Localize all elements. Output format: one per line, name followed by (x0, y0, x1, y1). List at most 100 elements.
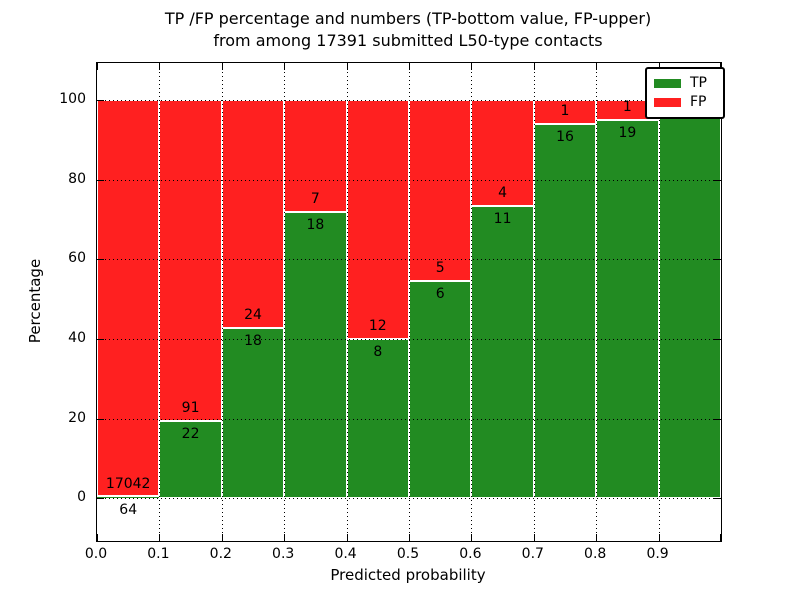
plot-area: 1704264912224187181285641111611922 TP FP (96, 62, 725, 542)
legend-entry-tp: TP (654, 74, 716, 93)
bar-label-fp: 91 (181, 399, 200, 416)
y-axis-label: Percentage (26, 258, 45, 344)
legend: TP FP (645, 67, 725, 119)
bar-label-tp: 18 (244, 332, 262, 349)
x-tick-bottom (409, 534, 410, 541)
y-axis-label-wrap: Percentage (24, 62, 46, 540)
bar-fp-segment (409, 100, 472, 282)
x-gridline (596, 63, 598, 541)
bar-fp-segment (346, 100, 409, 339)
x-axis-label: Predicted probability (330, 566, 486, 584)
y-tick-label: 20 (68, 409, 86, 426)
x-tick-top (284, 63, 286, 70)
y-tick-left (97, 259, 104, 261)
x-gridline (409, 63, 410, 541)
x-tick-bottom (284, 534, 286, 541)
bar-label-fp: 12 (368, 318, 387, 334)
bar-label-tp: 22 (181, 425, 200, 442)
x-tick-top (658, 63, 660, 70)
x-tick-label: 0.5 (396, 546, 420, 562)
x-tick-top (221, 63, 223, 70)
legend-label-fp: FP (690, 94, 707, 110)
bar-label-tp: 19 (618, 125, 637, 142)
bar-label-tp: 18 (306, 216, 325, 233)
x-tick-top (409, 63, 410, 70)
x-tick-top (596, 63, 598, 70)
x-tick-label: 0.8 (584, 546, 607, 562)
x-tick-label: 0.4 (334, 546, 357, 562)
bar-fp-segment (221, 100, 285, 328)
x-gridline (658, 63, 660, 541)
bar-tp-segment (658, 100, 721, 498)
x-tick-label: 0.1 (147, 546, 170, 562)
y-tick-right (714, 339, 721, 340)
bar-tp-segment (97, 496, 160, 498)
bar-label-fp: 1 (560, 102, 570, 119)
x-tick-label: 0.7 (521, 546, 544, 562)
y-tick-left (97, 179, 104, 181)
x-tick-bottom (471, 534, 473, 541)
x-tick-top (533, 63, 535, 70)
x-tick-bottom (159, 534, 161, 541)
bar-tp-segment (221, 327, 285, 498)
x-gridline (346, 63, 348, 541)
chart-title-line2: from among 17391 submitted L50-type cont… (213, 31, 603, 51)
x-tick-top (471, 63, 473, 70)
bar-fp-segment (97, 100, 160, 497)
y-tick-left (97, 339, 104, 340)
bar-label-tp: 6 (435, 286, 445, 303)
bar-tp-segment (409, 281, 472, 498)
bar-label-fp: 7 (310, 190, 320, 207)
x-tick-label: 0.3 (272, 546, 295, 562)
bar-tp-segment (159, 420, 222, 498)
y-tick-label: 80 (68, 170, 86, 187)
bar-tp-segment (471, 206, 534, 498)
x-tick-top (720, 63, 721, 70)
bar-fp-segment (159, 100, 222, 421)
bar-label-fp: 24 (244, 306, 262, 323)
y-tick-left (97, 100, 104, 102)
y-tick-label: 100 (59, 91, 86, 108)
x-tick-bottom (97, 534, 98, 541)
x-gridline (284, 63, 286, 541)
x-tick-bottom (658, 534, 660, 541)
fp-swatch-icon (654, 98, 681, 107)
x-tick-label: 0.2 (209, 546, 232, 562)
x-gridline (221, 63, 223, 541)
bar-label-tp: 64 (119, 501, 138, 518)
chart-title: TP /FP percentage and numbers (TP-bottom… (96, 8, 720, 53)
bar-label-fp: 17042 (105, 475, 151, 492)
y-tick-left (97, 498, 104, 499)
bar-label-fp: 4 (498, 185, 508, 202)
x-tick-top (159, 63, 161, 70)
y-tick-right (714, 259, 721, 261)
legend-entry-fp: FP (654, 93, 716, 112)
legend-label-tp: TP (690, 75, 707, 91)
x-tick-label: 0.9 (646, 546, 669, 562)
bar-tp-segment (533, 123, 597, 498)
x-tick-bottom (720, 534, 721, 541)
x-gridline (471, 63, 473, 541)
x-gridline (159, 63, 161, 541)
x-tick-top (346, 63, 348, 70)
x-tick-label: 0.0 (84, 546, 108, 562)
x-tick-top (97, 63, 98, 70)
y-tick-label: 40 (68, 330, 86, 346)
x-gridline (533, 63, 535, 541)
bar-tp-segment (596, 120, 659, 498)
bar-label-tp: 16 (556, 128, 574, 145)
bar-tp-segment (284, 211, 347, 498)
bar-label-fp: 5 (435, 260, 445, 277)
chart-title-line1: TP /FP percentage and numbers (TP-bottom… (164, 9, 652, 28)
y-tick-label: 60 (68, 250, 86, 267)
y-tick-right (714, 418, 721, 420)
tp-swatch-icon (654, 79, 681, 88)
bar-label-fp: 1 (622, 99, 632, 116)
x-tick-label: 0.6 (459, 546, 482, 562)
bar-label-tp: 11 (493, 211, 512, 228)
x-tick-bottom (221, 534, 223, 541)
x-tick-bottom (346, 534, 348, 541)
y-tick-left (97, 418, 104, 420)
x-tick-bottom (533, 534, 535, 541)
